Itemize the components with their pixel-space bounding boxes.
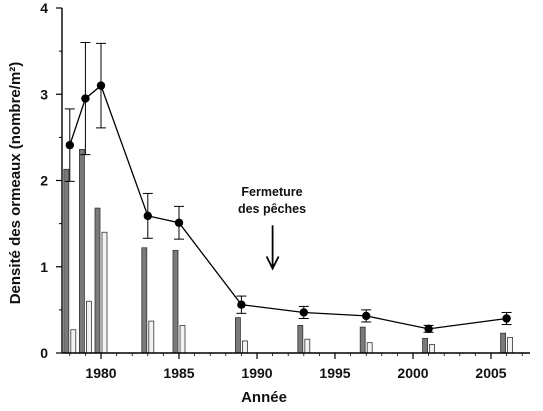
bar-series-2-1993 — [304, 338, 311, 354]
bar-series-1-1993 — [297, 324, 304, 354]
bar-series-2-1983 — [148, 320, 155, 354]
data-point-1983 — [143, 211, 152, 221]
data-point-1979 — [81, 94, 90, 103]
y-tick-label-2: 2 — [40, 173, 48, 189]
bar-series-1-2006 — [500, 332, 507, 354]
y-tick-label-4: 4 — [40, 0, 48, 16]
data-point-1993 — [299, 308, 308, 317]
bar-series-2-1978 — [70, 329, 77, 354]
x-tick-label-2000: 2000 — [397, 365, 428, 381]
y-tick-label-1: 1 — [40, 259, 48, 275]
density-line — [69, 84, 507, 330]
data-point-1985 — [174, 218, 184, 227]
x-tick-label-1980: 1980 — [85, 365, 116, 381]
bar-series-1-2001 — [422, 337, 429, 354]
y-axis-title: Densité des ormeaux (nombre/m²) — [7, 62, 24, 305]
bar-series-1-1985 — [172, 249, 179, 354]
annotation-line-1: Fermeture — [241, 185, 302, 199]
annotation-line-2: des pêches — [238, 202, 306, 216]
y-tick-label-3: 3 — [40, 86, 48, 102]
bar-series-1-1989 — [234, 317, 241, 354]
data-point-1997 — [362, 311, 371, 321]
x-tick-label-2005: 2005 — [475, 365, 506, 381]
bar-series-2-1989 — [241, 340, 248, 354]
bar-series-1-1997 — [359, 326, 366, 354]
x-tick-label-1995: 1995 — [319, 365, 350, 381]
x-tick-label-1985: 1985 — [163, 365, 194, 381]
bar-series-2-1985 — [179, 324, 186, 354]
bar-series-1-1978 — [63, 168, 70, 354]
data-point-1989 — [237, 300, 246, 309]
bars-layer — [63, 149, 514, 354]
y-tick-label-0: 0 — [40, 345, 48, 361]
data-point-1978 — [65, 140, 75, 150]
bar-series-1-1983 — [141, 247, 148, 354]
data-point-2001 — [424, 324, 433, 334]
bar-series-2-2001 — [429, 343, 436, 354]
bar-series-2-1979 — [86, 300, 92, 354]
x-tick-label-1990: 1990 — [241, 365, 272, 381]
annotation: Fermeture des pêches — [238, 185, 306, 271]
annotation-arrow-head — [265, 256, 280, 271]
bar-series-2-2006 — [507, 337, 514, 354]
x-axis-title: Année — [241, 389, 287, 406]
data-point-2006 — [502, 314, 511, 323]
axes-layer: 0 1 2 3 4 1980 1985 1990 1995 2000 2005 — [40, 0, 530, 381]
data-point-1980 — [96, 81, 106, 90]
line-layer — [64, 42, 512, 334]
bar-series-1-1979 — [79, 149, 85, 354]
bar-series-2-1980 — [101, 231, 108, 354]
bar-series-1-1980 — [94, 207, 101, 354]
bar-series-2-1997 — [366, 342, 373, 354]
